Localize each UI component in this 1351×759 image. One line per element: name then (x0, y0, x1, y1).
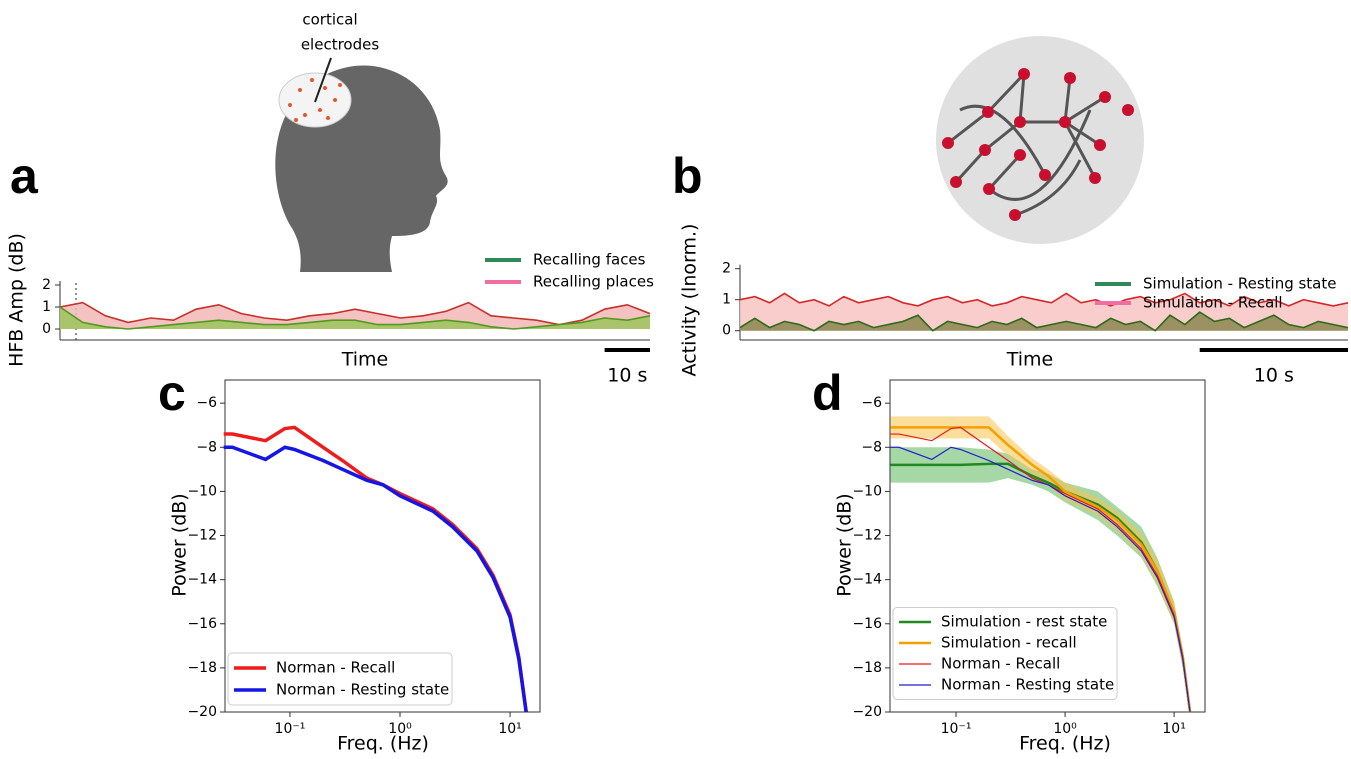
y-tick-label: −16 (187, 616, 217, 632)
y-tick-label: −6 (196, 395, 217, 411)
legend-box (892, 607, 1118, 700)
legend-label: Simulation - rest state (941, 613, 1107, 631)
y-tick-label: 1 (722, 292, 731, 308)
confidence-band (890, 416, 1191, 712)
area-line (59, 306, 651, 330)
annotation: cortical (302, 11, 357, 29)
y-tick-label: −20 (187, 704, 217, 720)
pointer-line (314, 57, 332, 103)
x-tick-label: 10⁻¹ (941, 721, 972, 737)
legend-label: Recalling places (533, 273, 654, 291)
electrodes (288, 78, 342, 122)
legend-label: Recalling faces (533, 251, 646, 269)
area-line (739, 311, 1349, 332)
legend-label: Simulation - recall (941, 634, 1077, 652)
x-axis-label: Freq. (Hz) (337, 733, 429, 755)
x-tick-label: 10¹ (1162, 721, 1185, 737)
series-line (223, 445, 528, 713)
panel-letter: a (10, 148, 39, 204)
y-tick-label: −10 (187, 483, 217, 499)
legend-label: Norman - Resting state (276, 681, 449, 699)
y-tick-label: −18 (852, 660, 882, 676)
y-tick-label: −12 (852, 528, 882, 544)
y-tick-label: 2 (722, 261, 731, 277)
x-axis-label: Freq. (Hz) (1019, 733, 1111, 755)
y-tick-label: −14 (187, 572, 217, 588)
panel-letter: d (812, 365, 843, 421)
y-tick-label: −8 (196, 439, 217, 455)
network-edges (947, 72, 1106, 217)
y-axis-label: HFB Amp (dB) (6, 233, 28, 367)
x-tick-label: 10⁰ (388, 721, 412, 737)
x-axis-label: Time (341, 349, 389, 371)
series-line (890, 446, 1191, 713)
x-tick-label: 10⁻¹ (275, 721, 306, 737)
y-tick-label: −14 (852, 572, 882, 588)
series-line (890, 426, 1192, 713)
scale-bar-label: 10 s (607, 365, 647, 387)
x-axis-label: Time (1006, 349, 1054, 371)
panel-letter: b (672, 148, 703, 204)
network-background (936, 36, 1144, 244)
legend-box (227, 652, 453, 706)
area-line (59, 301, 651, 326)
legend-label: Simulation - Recall (1143, 294, 1283, 312)
annotation: electrodes (301, 36, 380, 54)
y-tick-label: −16 (852, 616, 882, 632)
area-fill (740, 312, 1348, 331)
area-line (739, 292, 1349, 307)
y-tick-label: −10 (852, 483, 882, 499)
x-tick-label: 10⁰ (1053, 721, 1077, 737)
plot-frame (224, 379, 541, 713)
legend-label: Simulation - Resting state (1143, 275, 1336, 293)
y-tick-label: −8 (861, 439, 882, 455)
y-tick-label: −20 (852, 704, 882, 720)
y-tick-label: −6 (861, 395, 882, 411)
y-tick-label: 0 (722, 323, 731, 339)
y-tick-label: 1 (42, 299, 51, 315)
legend-label: Norman - Recall (276, 659, 395, 677)
panel-letter: c (158, 365, 186, 421)
y-tick-label: 0 (42, 321, 51, 337)
y-axis-label: Power (dB) (169, 493, 191, 596)
scale-bar-label: 10 s (1254, 365, 1294, 387)
y-axis-label: Power (dB) (834, 493, 856, 596)
network-nodes (942, 68, 1134, 221)
plot-frame (889, 379, 1206, 713)
y-tick-label: −18 (187, 660, 217, 676)
y-tick-label: 2 (42, 277, 51, 293)
x-tick-label: 10¹ (498, 721, 521, 737)
legend-label: Norman - Resting state (941, 676, 1114, 694)
y-axis-label: Activity (lnorm.) (679, 224, 701, 377)
area-fill (60, 307, 650, 329)
legend-label: Norman - Recall (941, 655, 1060, 673)
y-tick-label: −12 (187, 528, 217, 544)
